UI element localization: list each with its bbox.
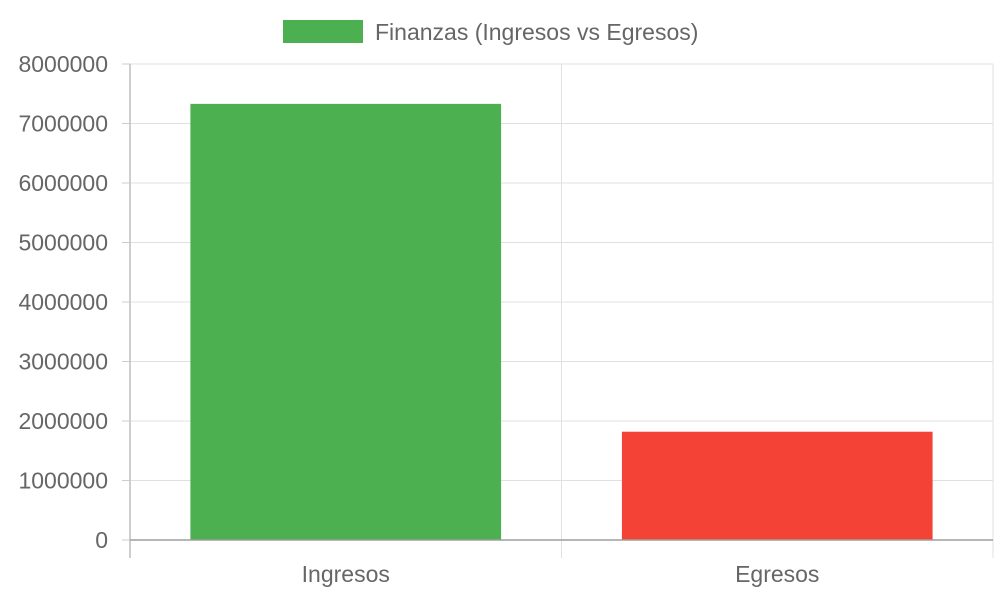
y-tick-label: 6000000	[18, 170, 108, 196]
legend-label: Finanzas (Ingresos vs Egresos)	[375, 19, 698, 45]
bars	[190, 103, 933, 541]
y-tick-label: 3000000	[18, 349, 108, 375]
x-tick-label: Ingresos	[302, 561, 390, 587]
y-tick-label: 7000000	[18, 111, 108, 137]
y-tick-label: 0	[95, 527, 108, 553]
y-tick-label: 5000000	[18, 230, 108, 256]
bar-egresos[interactable]	[621, 431, 933, 540]
y-tick-label: 8000000	[18, 51, 108, 77]
y-tick-label: 4000000	[18, 289, 108, 315]
legend[interactable]: Finanzas (Ingresos vs Egresos)	[283, 19, 698, 45]
tick-labels: 0 1000000 2000000 3000000 4000000 5000000 6000…	[18, 51, 819, 587]
y-tick-label: 2000000	[18, 408, 108, 434]
bar-ingresos[interactable]	[190, 103, 502, 541]
legend-swatch	[283, 20, 363, 43]
axes	[122, 63, 993, 541]
y-tick-label: 1000000	[18, 468, 108, 494]
x-tick-label: Egresos	[735, 561, 819, 587]
